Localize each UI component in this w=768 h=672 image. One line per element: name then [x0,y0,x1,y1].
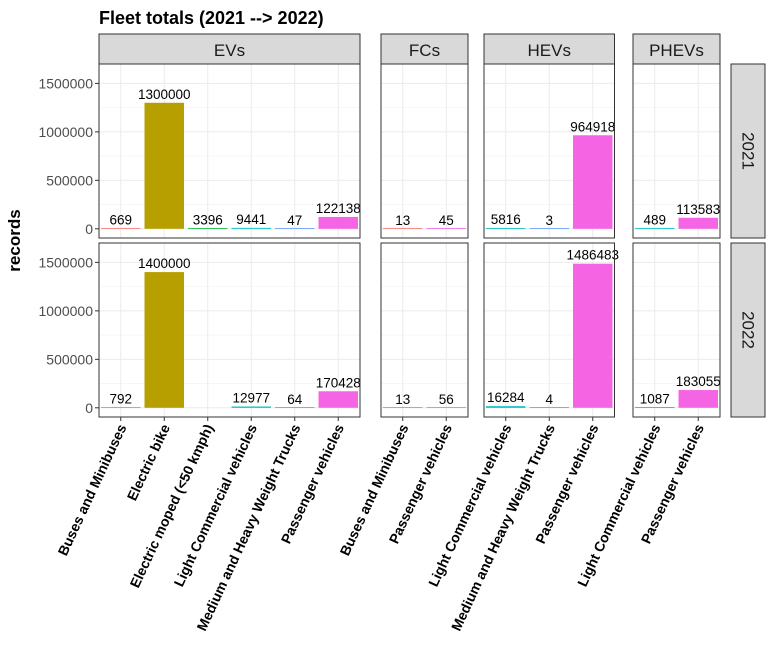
y-tick-label: 1000000 [38,124,93,140]
bar-phevs-2022-passenger-vehicles [678,390,718,408]
bar-phevs-2021-passenger-vehicles [678,217,718,229]
panel-background [381,64,468,238]
facet-strip-label-evs: EVs [214,41,245,60]
data-label-evs-2022-light-commercial-vehicles: 12977 [232,391,270,406]
y-tick-label: 0 [85,400,93,416]
data-label-fcs-2021-buses-and-minibuses: 13 [395,213,410,228]
x-tick-label-evs-electric-bike: Electric bike [124,421,173,503]
bar-evs-2022-medium-and-heavy-weight-trucks [275,406,315,408]
bar-evs-2021-electric-moped-50-kmph [188,227,228,229]
panel-border [483,63,615,239]
bar-evs-2022-buses-and-minibuses [101,406,141,408]
y-axis-label: records [5,209,24,271]
panel-fcs-2021: 13 45 [380,63,469,239]
bar-hevs-2022-light-commercial-vehicles [486,406,526,408]
bar-evs-2021-medium-and-heavy-weight-trucks [275,227,315,229]
panel-border [632,63,721,239]
panel-border [632,242,721,418]
facet-row-strip-2021 [730,63,766,239]
data-label-evs-2022-passenger-vehicles: 170428 [316,375,361,390]
data-label-fcs-2022-buses-and-minibuses: 13 [395,392,410,407]
bar-evs-2022-passenger-vehicles [318,391,358,408]
facet-panels: EVs FCs HEVs PHEVs 2021 0 500000 1000000 1500000… [38,33,766,633]
facet-row-label-2021: 2021 [739,132,758,170]
panel-border [98,63,361,239]
y-tick-label: 0 [85,221,93,237]
data-label-hevs-2022-light-commercial-vehicles: 16284 [487,390,525,405]
data-label-evs-2022-buses-and-minibuses: 792 [109,392,132,407]
data-label-phevs-2022-light-commercial-vehicles: 1087 [640,392,670,407]
bar-evs-2021-passenger-vehicles [318,216,358,229]
bar-fcs-2021-buses-and-minibuses [383,227,423,229]
data-label-evs-2021-medium-and-heavy-weight-trucks: 47 [287,213,302,228]
panel-background [633,243,720,417]
facet-strip-phevs [632,33,721,65]
bar-evs-2021-electric-bike [144,102,184,229]
bar-hevs-2021-medium-and-heavy-weight-trucks [529,227,569,229]
panel-evs-2022: 792 1400000 12977 64 170428 [98,242,361,418]
facet-strip-label-hevs: HEVs [528,41,571,60]
data-label-hevs-2021-passenger-vehicles: 964918 [570,119,615,134]
bar-hevs-2021-light-commercial-vehicles [486,227,526,229]
panel-background [633,64,720,238]
panel-phevs-2022: 1087 183055 [632,242,721,418]
data-label-evs-2022-medium-and-heavy-weight-trucks: 64 [287,392,303,407]
bar-phevs-2021-light-commercial-vehicles [635,227,675,229]
data-label-evs-2021-electric-bike: 1300000 [138,87,191,102]
panel-border [380,63,469,239]
y-tick-label: 1500000 [38,75,93,91]
data-label-evs-2021-light-commercial-vehicles: 9441 [236,212,266,227]
bar-evs-2022-light-commercial-vehicles [231,406,271,408]
bar-fcs-2022-buses-and-minibuses [383,406,423,408]
data-label-hevs-2021-medium-and-heavy-weight-trucks: 3 [545,213,553,228]
panel-border [380,242,469,418]
bar-hevs-2022-passenger-vehicles [573,263,613,408]
data-label-phevs-2021-passenger-vehicles: 113583 [676,202,720,217]
bar-fcs-2021-passenger-vehicles [426,227,466,229]
data-label-hevs-2021-light-commercial-vehicles: 5816 [491,212,521,227]
y-tick-label: 500000 [46,351,93,367]
bar-evs-2021-buses-and-minibuses [101,227,141,229]
panel-hevs-2022: 16284 4 1486483 [483,242,619,418]
data-label-evs-2021-buses-and-minibuses: 669 [109,213,132,228]
panel-background [99,64,360,238]
facet-row-strip-2022 [730,242,766,418]
panel-background [381,243,468,417]
y-tick-label: 1000000 [38,303,93,319]
panel-fcs-2022: 13 56 [380,242,469,418]
bar-phevs-2022-light-commercial-vehicles [635,406,675,408]
facet-strip-evs [98,33,361,65]
data-label-evs-2021-passenger-vehicles: 122138 [316,201,361,216]
bar-fcs-2022-passenger-vehicles [426,406,466,408]
data-label-fcs-2022-passenger-vehicles: 56 [439,392,454,407]
data-label-fcs-2021-passenger-vehicles: 45 [439,213,454,228]
data-label-hevs-2022-medium-and-heavy-weight-trucks: 4 [545,392,553,407]
panel-background [99,243,360,417]
x-tick-label-evs-buses-and-minibuses: Buses and Minibuses [54,421,129,558]
panel-evs-2021: 669 1300000 3396 9441 47 122138 [98,63,361,239]
bar-evs-2022-electric-bike [144,272,184,408]
facet-strip-label-fcs: FCs [409,41,440,60]
y-tick-label: 500000 [46,172,93,188]
facet-strip-label-phevs: PHEVs [649,41,704,60]
facet-strip-hevs [483,33,615,65]
bar-evs-2021-light-commercial-vehicles [231,227,271,229]
facet-row-label-2022: 2022 [739,311,758,349]
data-label-phevs-2022-passenger-vehicles: 183055 [676,374,721,389]
bar-hevs-2021-passenger-vehicles [573,135,613,229]
x-tick-label-evs-electric-moped-50-kmph: Electric moped (<50 kmph) [127,422,217,591]
data-label-hevs-2022-passenger-vehicles: 1486483 [566,248,619,263]
bar-hevs-2022-medium-and-heavy-weight-trucks [529,406,569,408]
panel-border [98,242,361,418]
chart-title: Fleet totals (2021 --> 2022) [99,8,324,28]
facet-strip-fcs [380,33,469,65]
data-label-phevs-2021-light-commercial-vehicles: 489 [643,213,666,228]
data-label-evs-2021-electric-moped-50-kmph: 3396 [193,212,223,227]
x-tick-label-evs-light-commercial-vehicles: Light Commercial vehicles [170,421,260,589]
data-label-evs-2022-electric-bike: 1400000 [138,256,191,271]
panel-phevs-2021: 489 113583 [632,63,721,239]
y-tick-label: 1500000 [38,254,93,270]
panel-hevs-2021: 5816 3 964918 [483,63,615,239]
